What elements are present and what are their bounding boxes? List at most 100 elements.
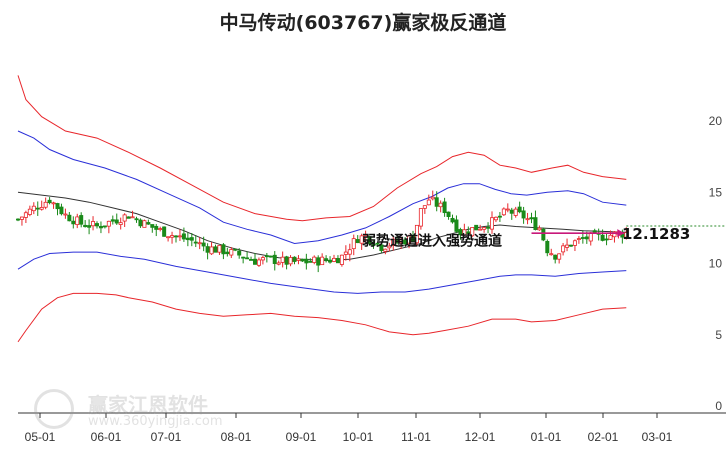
watermark: 赢家江恩软件 www.360yingjia.com [26,387,256,433]
candle-body [142,220,147,228]
candle-body [584,236,589,240]
y-tick-label: 0 [715,399,722,413]
candle-body [213,246,218,253]
candle-body [284,256,289,265]
candle-body [347,249,352,255]
candle-body [478,228,483,231]
candle-body [604,238,609,241]
candle-body [363,235,368,238]
candle-body [217,244,222,253]
candle-body [438,202,443,208]
x-tick-label: 11-01 [401,430,431,444]
candle-body [39,207,44,210]
candle-body [501,208,506,216]
candle-body [162,226,167,237]
candle-body [158,228,163,230]
watermark-url: www.360yingjia.com [88,414,223,429]
candle-body [181,233,186,240]
candle-body [237,250,242,256]
candle-body [379,244,384,251]
candle-body [434,197,439,207]
candle-body [458,229,463,236]
candle-body [138,219,143,227]
candle-body [173,235,178,238]
candle-body [553,254,558,260]
candle-body [426,199,431,206]
candle-body [256,259,261,266]
candle-body [407,235,412,244]
candle-body [91,221,96,227]
candle-body [529,217,534,220]
candle-body [292,256,297,262]
candle-body [205,246,210,253]
candle-body [98,225,103,229]
candle-body [229,249,234,256]
candle-body [264,255,269,258]
candle-body [462,229,467,236]
candle-body [339,254,344,265]
candle-body [170,235,175,238]
candle-body [19,216,24,220]
last-price-label: 12.1283 [622,225,690,243]
candle-body [59,206,64,215]
outer-upper-band [17,75,627,222]
candle-body [126,216,131,219]
x-tick-label: 12-01 [465,430,496,444]
candle-body [608,234,613,240]
candle-body [580,237,585,239]
candle-body [110,219,115,222]
candle-body [592,230,597,233]
candle-body [118,222,123,225]
candle-body [35,207,40,210]
candle-body [122,214,127,222]
candle-body [221,244,226,255]
candle-body [114,219,119,224]
candle-body [422,205,427,209]
bands [17,75,627,343]
candle-body [454,219,459,232]
candle-body [383,248,388,252]
candle-body [486,226,491,229]
candle-body [371,244,376,246]
candle-body [561,245,566,253]
candle-body [249,259,254,261]
candle-body [565,244,570,248]
candle-body [414,224,419,244]
x-tick-label: 01-01 [531,430,562,444]
candle-body [493,216,498,221]
candle-body [509,209,514,214]
candle-body [545,240,550,254]
candle-body [252,258,257,265]
candle-body [150,224,155,228]
candle-body [343,251,348,255]
candle-body [517,206,522,213]
candle-body [296,258,301,261]
candle-body [268,255,273,258]
candle-body [482,227,487,230]
candle-body [391,238,396,246]
candle-body [600,234,605,241]
candle-body [47,199,52,204]
candle-body [513,208,518,216]
candle-body [241,256,246,259]
y-tick-label: 5 [715,328,722,342]
candle-body [569,244,574,247]
candle-body [185,237,190,241]
annotations: 弱势通道进入强势通道 12.1283 [362,225,726,250]
candle-body [521,210,526,219]
candle-body [450,217,455,223]
candle-body [304,258,309,264]
candle-body [497,215,502,218]
x-tick-label: 03-01 [642,430,673,444]
candle-body [355,239,360,244]
candle-body [280,256,285,263]
candle-body [533,217,538,230]
candles [15,190,629,273]
candle-body [624,232,629,238]
x-tick-label: 07-01 [151,430,182,444]
candle-body [106,220,111,227]
candle-body [272,254,277,264]
candle-body [15,218,20,221]
candle-body [23,212,28,218]
candle-body [399,239,404,244]
